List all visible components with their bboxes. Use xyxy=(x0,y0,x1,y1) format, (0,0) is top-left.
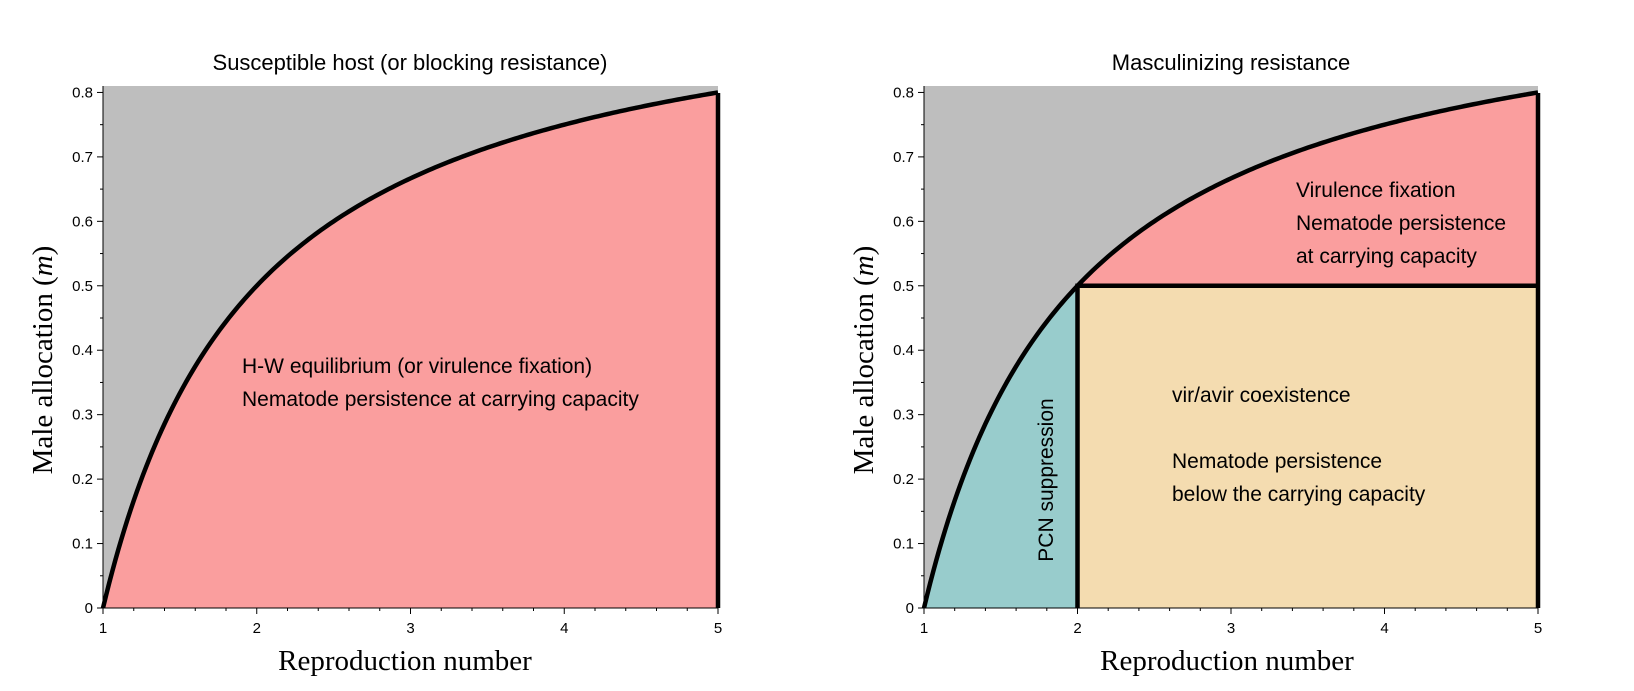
y-tick-label: 0 xyxy=(906,600,914,617)
x-tick-label: 3 xyxy=(1227,620,1235,637)
x-axis: 1 2 3 4 5 xyxy=(99,607,722,637)
y-tick-label: 0.1 xyxy=(72,536,93,553)
y-axis-label: Male allocation (m) xyxy=(848,246,880,475)
y-axis: 0 0.1 0.2 0.3 0.4 0.5 0.6 0.7 0.8 xyxy=(893,84,925,617)
x-axis: 1 2 3 4 5 xyxy=(920,607,1542,637)
panel-left-title: Susceptible host (or blocking resistance… xyxy=(213,50,608,75)
y-tick-label: 0.6 xyxy=(72,213,93,230)
x-tick-label: 5 xyxy=(714,620,722,637)
region-label-pcn-suppression: PCN suppression xyxy=(1035,398,1058,561)
y-tick-label: 0.1 xyxy=(893,536,914,553)
y-axis: 0 0.1 0.2 0.3 0.4 0.5 0.6 0.7 0.8 xyxy=(72,84,104,617)
y-tick-label: 0.4 xyxy=(893,342,914,359)
y-axis-label: Male allocation (m) xyxy=(27,246,59,475)
region-label-virulence: Virulence fixation Nematode persistence … xyxy=(1296,179,1512,268)
x-axis-label: Reproduction number xyxy=(1100,645,1354,677)
region-coexistence xyxy=(1077,285,1538,608)
boundary-curve xyxy=(921,90,1539,609)
x-tick-label: 1 xyxy=(99,620,107,637)
panel-right: Masculinizing resistance 1 2 3 4 5 0 0.1 0.2 0.… xyxy=(848,50,1542,677)
y-tick-label: 0.7 xyxy=(893,149,914,166)
y-tick-label: 0.3 xyxy=(72,407,93,424)
x-tick-label: 2 xyxy=(1073,620,1081,637)
region-pcn-suppression xyxy=(924,285,1078,608)
y-tick-label: 0.8 xyxy=(72,84,93,101)
x-tick-label: 4 xyxy=(560,620,568,637)
region-label-coexistence-line-3: below the carrying capacity xyxy=(1172,483,1426,506)
x-axis-label: Reproduction number xyxy=(278,645,532,677)
region-below-curve xyxy=(103,92,718,608)
region-label-virulence-line-1: Virulence fixation xyxy=(1296,179,1456,202)
y-tick-label: 0.8 xyxy=(893,84,914,101)
x-tick-label: 2 xyxy=(253,620,261,637)
region-virulence-fixation xyxy=(1077,92,1538,286)
x-tick-label: 1 xyxy=(920,620,928,637)
y-tick-label: 0 xyxy=(85,600,93,617)
x-tick-label: 3 xyxy=(406,620,414,637)
x-tick-label: 5 xyxy=(1534,620,1542,637)
boundary-curve xyxy=(100,90,719,609)
y-tick-label: 0.7 xyxy=(72,149,93,166)
region-label-hw-line-2: Nematode persistence at carrying capacit… xyxy=(242,388,639,411)
y-tick-label: 0.2 xyxy=(72,471,93,488)
y-tick-label: 0.6 xyxy=(893,213,914,230)
y-tick-label: 0.4 xyxy=(72,342,93,359)
panel-right-title: Masculinizing resistance xyxy=(1112,50,1350,75)
x-tick-label: 4 xyxy=(1380,620,1388,637)
y-tick-label: 0.2 xyxy=(893,471,914,488)
region-label-hw-line-1: H-W equilibrium (or virulence fixation) xyxy=(242,355,592,378)
y-tick-label: 0.3 xyxy=(893,407,914,424)
region-label-coexistence-line-1: vir/avir coexistence xyxy=(1172,384,1351,407)
region-label-virulence-line-3: at carrying capacity xyxy=(1296,245,1477,268)
region-label-hw: H-W equilibrium (or virulence fixation) … xyxy=(242,355,639,411)
y-tick-label: 0.5 xyxy=(72,278,93,295)
y-tick-label: 0.5 xyxy=(893,278,914,295)
region-label-coexistence: vir/avir coexistence Nematode persistenc… xyxy=(1172,384,1426,506)
region-label-coexistence-line-2: Nematode persistence xyxy=(1172,450,1382,473)
region-label-virulence-line-2: Nematode persistence xyxy=(1296,212,1506,235)
panel-left: Susceptible host (or blocking resistance… xyxy=(27,50,722,677)
